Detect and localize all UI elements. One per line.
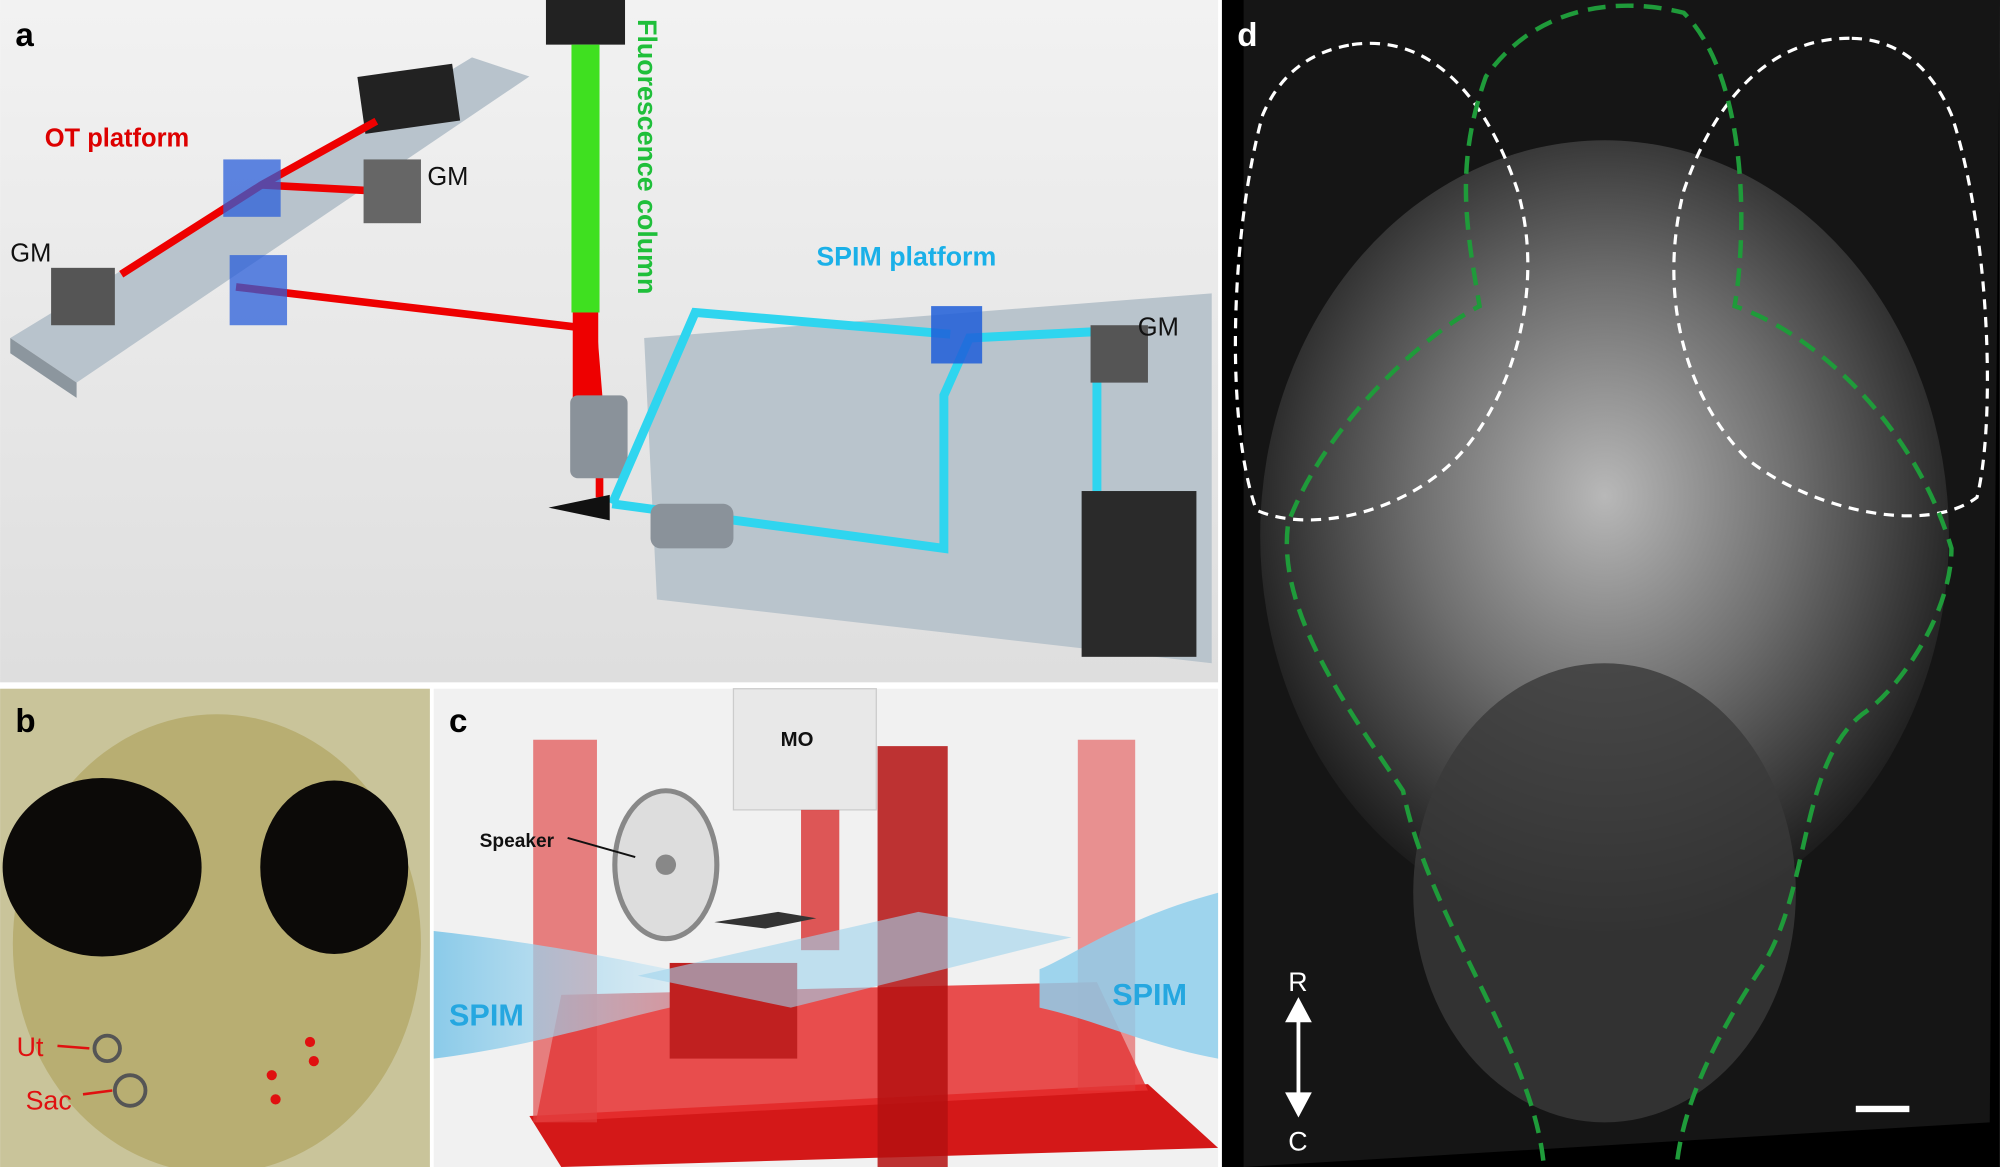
annotation: R bbox=[1288, 967, 1307, 997]
saccule bbox=[112, 1073, 148, 1108]
annotation: SPIM bbox=[449, 998, 524, 1032]
annotation: Ut bbox=[17, 1032, 44, 1062]
panel-label: c bbox=[449, 703, 467, 740]
annotation: SPIM bbox=[1112, 978, 1187, 1012]
larva bbox=[714, 911, 817, 929]
laser-box bbox=[1081, 491, 1197, 657]
annotation: MO bbox=[781, 729, 814, 751]
galvo-mirror bbox=[51, 267, 115, 326]
utricle bbox=[92, 1033, 122, 1064]
ot-platform bbox=[10, 57, 530, 383]
objective bbox=[650, 503, 734, 549]
annotation: GM bbox=[427, 163, 468, 191]
annotation: Speaker bbox=[480, 831, 555, 852]
panel-label: a bbox=[15, 17, 34, 54]
beam-splitter bbox=[223, 159, 281, 217]
sample-plate bbox=[637, 911, 1072, 1008]
annotation: SPIM platform bbox=[816, 241, 996, 271]
panel-a: a OT platform GM GM GM Fluorescence colu… bbox=[0, 0, 1219, 683]
eye-outline bbox=[1672, 36, 1989, 518]
beam-splitter bbox=[229, 255, 288, 326]
panel-c: c MO Speaker SPIM SPIM bbox=[433, 688, 1219, 1167]
objective bbox=[570, 395, 628, 479]
platform-edge bbox=[10, 337, 77, 398]
green-beam bbox=[571, 44, 600, 313]
camera bbox=[545, 0, 626, 45]
arrow bbox=[567, 837, 636, 858]
brain-outline bbox=[1284, 3, 1954, 1161]
chamber-wall bbox=[1077, 739, 1136, 1091]
panel-b: b Ut Sac bbox=[0, 688, 430, 1167]
spim-platform bbox=[644, 293, 1212, 664]
speaker-center bbox=[655, 854, 677, 875]
sample-holder bbox=[548, 494, 610, 521]
orientation-arrow bbox=[1285, 997, 1312, 1118]
panel-label: d bbox=[1237, 17, 1257, 54]
annotation: GM bbox=[1138, 313, 1179, 341]
eye bbox=[260, 780, 409, 955]
hindbrain-signal bbox=[1413, 663, 1796, 1123]
laser bbox=[357, 63, 461, 134]
galvo-mirror bbox=[363, 159, 421, 224]
annotation: GM bbox=[10, 239, 51, 267]
light-sheet bbox=[1039, 892, 1219, 1059]
eye bbox=[2, 778, 202, 957]
otolith-markers bbox=[266, 1036, 319, 1105]
column bbox=[801, 809, 840, 951]
light-sheet bbox=[433, 931, 670, 1059]
eye-outline bbox=[1233, 41, 1530, 522]
microscope-objective bbox=[732, 688, 877, 811]
panel-d: d R C bbox=[1221, 0, 2000, 1167]
annotation: C bbox=[1288, 1126, 1307, 1156]
arrows bbox=[57, 1044, 113, 1096]
annotation: Fluorescence column bbox=[632, 19, 662, 294]
red-beam bbox=[572, 312, 599, 402]
annotation: OT platform bbox=[45, 125, 190, 153]
panel-label: b bbox=[15, 703, 35, 740]
base bbox=[529, 1084, 1219, 1167]
galvo-mirror bbox=[1090, 325, 1148, 383]
chamber-wall bbox=[533, 739, 597, 1123]
beam-splitter bbox=[931, 306, 983, 364]
scale-bar bbox=[1855, 1105, 1910, 1113]
annotation: Sac bbox=[26, 1086, 72, 1116]
